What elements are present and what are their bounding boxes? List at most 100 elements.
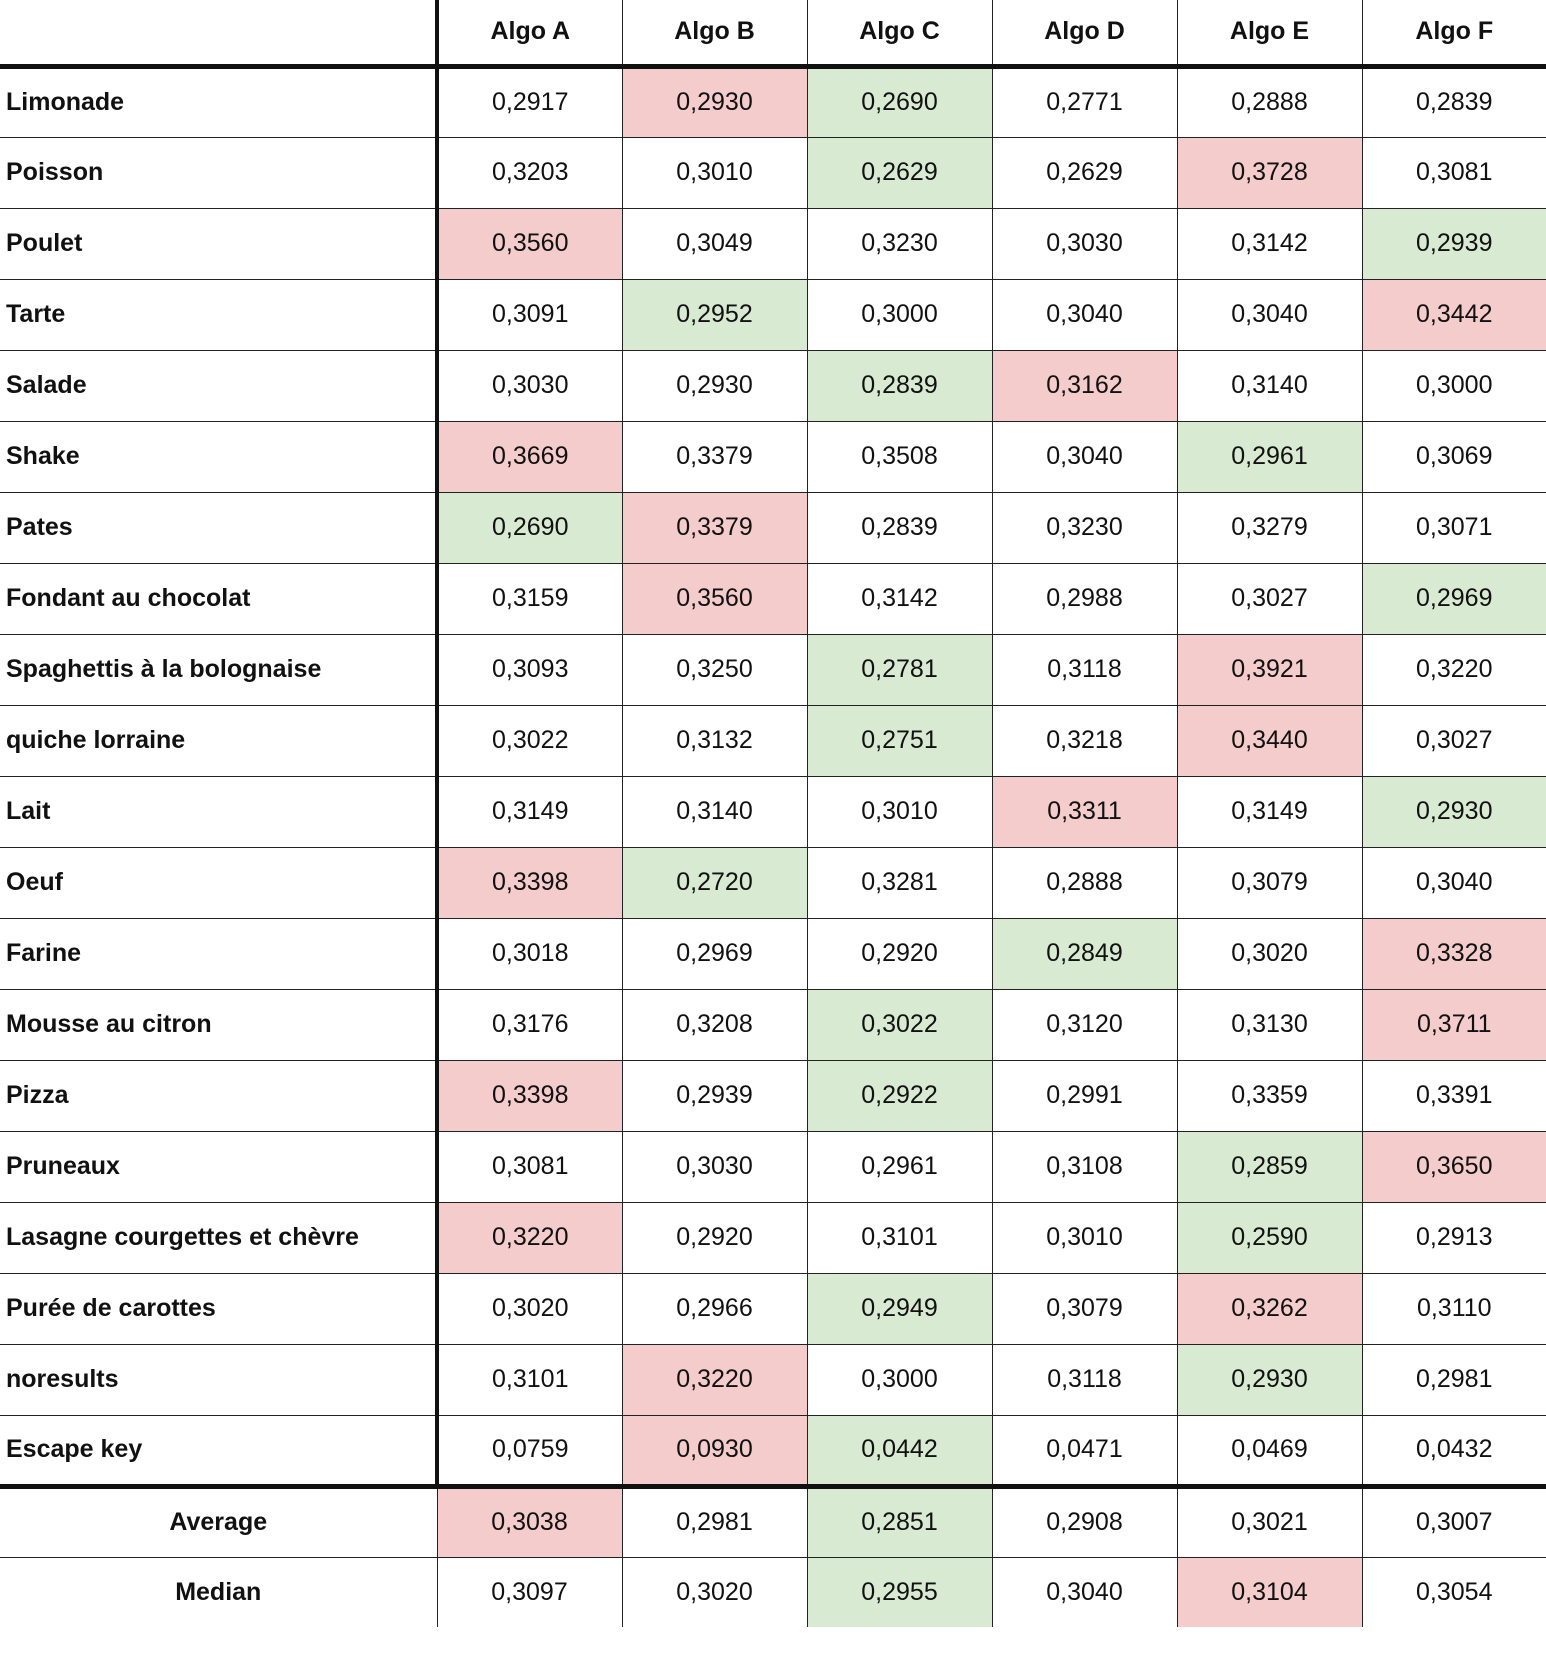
row-label: Limonade [0,65,439,138]
column-header: Algo B [621,0,808,69]
corner-cell [0,0,439,69]
value-cell: 0,2961 [806,1130,993,1203]
row-label: Poulet [0,207,439,280]
value-cell: 0,3391 [1361,1059,1546,1132]
row-label: Mousse au citron [0,988,439,1061]
value-cell: 0,3071 [1361,491,1546,564]
value-cell: 0,3130 [1176,988,1363,1061]
table-row: Salade 0,3030 0,2930 0,2839 0,3162 0,3140 0,30… [0,349,1546,422]
table-row: quiche lorraine 0,3022 0,3132 0,2751 0,3218 0… [0,704,1546,777]
value-cell: 0,2781 [806,633,993,706]
row-label: Tarte [0,278,439,351]
value-cell: 0,3104 [1176,1556,1363,1627]
row-label: Salade [0,349,439,422]
value-cell: 0,2751 [806,704,993,777]
value-cell: 0,3101 [806,1201,993,1274]
table-row: Fondant au chocolat 0,3159 0,3560 0,3142 0,2… [0,562,1546,635]
value-cell: 0,3049 [621,207,808,280]
results-table: Algo A Algo B Algo C Algo D Algo E Algo … [0,0,1546,1627]
table-row: Poulet 0,3560 0,3049 0,3230 0,3030 0,3142 0,29… [0,207,1546,280]
value-cell: 0,2952 [621,278,808,351]
row-label: Pizza [0,1059,439,1132]
table-row: Mousse au citron 0,3176 0,3208 0,3022 0,3120… [0,988,1546,1061]
table-row: Lasagne courgettes et chèvre 0,3220 0,2920… [0,1201,1546,1274]
summary-row: Median 0,3097 0,3020 0,2955 0,3040 0,3104 0,30… [0,1556,1546,1627]
value-cell: 0,3010 [991,1201,1178,1274]
row-label: Pates [0,491,439,564]
value-cell: 0,3081 [1361,136,1546,209]
row-label: Lait [0,775,439,848]
value-cell: 0,3091 [436,278,623,351]
value-cell: 0,2839 [806,349,993,422]
table-row: Purée de carottes 0,3020 0,2966 0,2949 0,307… [0,1272,1546,1345]
value-cell: 0,2922 [806,1059,993,1132]
table-row: Shake 0,3669 0,3379 0,3508 0,3040 0,2961 0,306… [0,420,1546,493]
value-cell: 0,2590 [1176,1201,1363,1274]
value-cell: 0,3021 [1176,1485,1363,1558]
value-cell: 0,3097 [436,1556,623,1627]
row-label: Poisson [0,136,439,209]
value-cell: 0,3010 [621,136,808,209]
value-cell: 0,3020 [1176,917,1363,990]
value-cell: 0,3081 [436,1130,623,1203]
value-cell: 0,3921 [1176,633,1363,706]
value-cell: 0,2629 [991,136,1178,209]
column-header: Algo E [1176,0,1363,69]
value-cell: 0,2991 [991,1059,1178,1132]
value-cell: 0,3132 [621,704,808,777]
value-cell: 0,3110 [1361,1272,1546,1345]
value-cell: 0,2920 [806,917,993,990]
row-label: noresults [0,1343,439,1416]
value-cell: 0,3149 [1176,775,1363,848]
value-cell: 0,2690 [436,491,623,564]
value-cell: 0,2849 [991,917,1178,990]
row-label: Farine [0,917,439,990]
value-cell: 0,3311 [991,775,1178,848]
value-cell: 0,3250 [621,633,808,706]
value-cell: 0,3220 [621,1343,808,1416]
value-cell: 0,3669 [436,420,623,493]
column-header: Algo A [436,0,623,69]
value-cell: 0,3038 [436,1485,623,1558]
value-cell: 0,0471 [991,1414,1178,1489]
table-row: noresults 0,3101 0,3220 0,3000 0,3118 0,2930 0… [0,1343,1546,1416]
value-cell: 0,2908 [991,1485,1178,1558]
value-cell: 0,3176 [436,988,623,1061]
value-cell: 0,3040 [991,278,1178,351]
value-cell: 0,3022 [436,704,623,777]
value-cell: 0,3118 [991,633,1178,706]
row-label: Oeuf [0,846,439,919]
value-cell: 0,2955 [806,1556,993,1627]
column-header: Algo D [991,0,1178,69]
value-cell: 0,3108 [991,1130,1178,1203]
value-cell: 0,2920 [621,1201,808,1274]
value-cell: 0,2771 [991,65,1178,138]
value-cell: 0,3054 [1361,1556,1546,1627]
table-row: Poisson 0,3203 0,3010 0,2629 0,2629 0,3728 0,3… [0,136,1546,209]
table-row: Pates 0,2690 0,3379 0,2839 0,3230 0,3279 0,307… [0,491,1546,564]
value-cell: 0,0442 [806,1414,993,1489]
value-cell: 0,3079 [991,1272,1178,1345]
table-row: Pruneaux 0,3081 0,3030 0,2961 0,3108 0,2859 0,… [0,1130,1546,1203]
value-cell: 0,3508 [806,420,993,493]
value-cell: 0,3149 [436,775,623,848]
row-label: Escape key [0,1414,439,1489]
value-cell: 0,2930 [621,65,808,138]
value-cell: 0,3142 [806,562,993,635]
value-cell: 0,3140 [1176,349,1363,422]
table-row: Escape key 0,0759 0,0930 0,0442 0,0471 0,0469… [0,1414,1546,1489]
value-cell: 0,3162 [991,349,1178,422]
summary-label: Median [0,1556,438,1627]
value-cell: 0,2981 [1361,1343,1546,1416]
value-cell: 0,2939 [621,1059,808,1132]
value-cell: 0,3140 [621,775,808,848]
value-cell: 0,3220 [1361,633,1546,706]
value-cell: 0,3230 [991,491,1178,564]
value-cell: 0,3328 [1361,917,1546,990]
column-header: Algo C [806,0,993,69]
value-cell: 0,2888 [1176,65,1363,138]
value-cell: 0,2839 [1361,65,1546,138]
value-cell: 0,2988 [991,562,1178,635]
value-cell: 0,3442 [1361,278,1546,351]
value-cell: 0,3142 [1176,207,1363,280]
